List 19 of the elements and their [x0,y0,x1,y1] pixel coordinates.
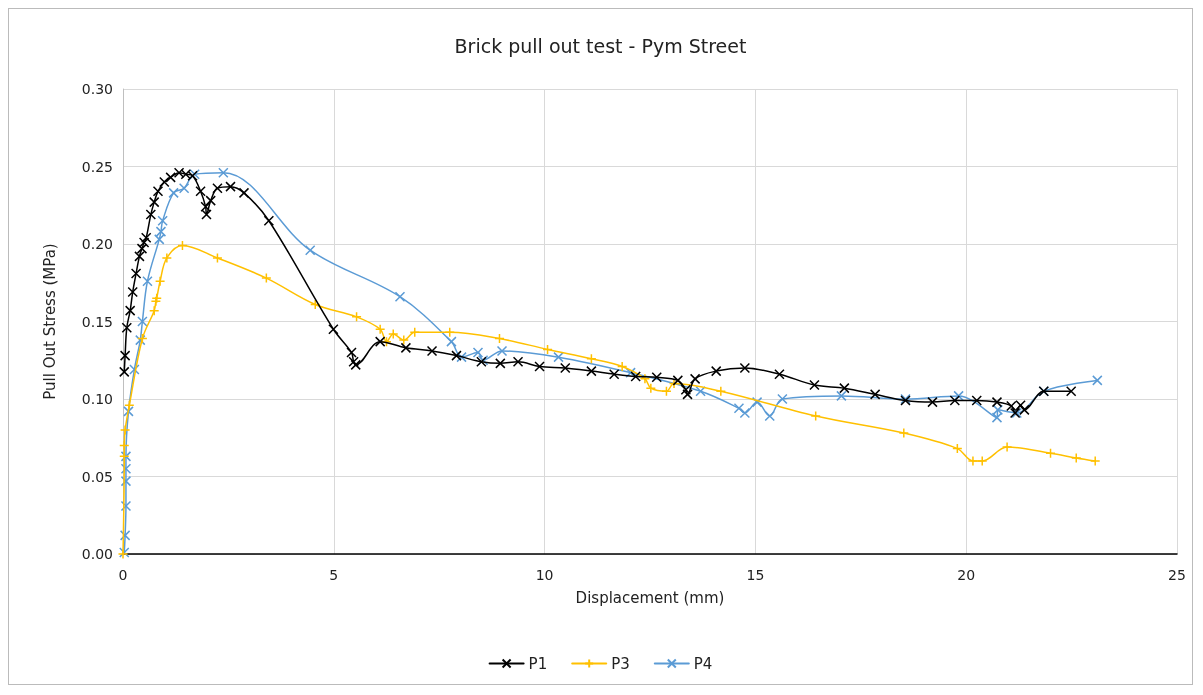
legend-label: P4 [693,654,713,673]
legend-label: P3 [611,654,630,673]
x-tick-label: 20 [957,567,976,583]
x-tick-label: 5 [329,567,339,583]
x-axis-title: Displacement (mm) [575,588,725,607]
y-tick-label: 0.30 [81,81,113,97]
y-tick-label: 0.20 [81,236,113,252]
y-tick-label: 0.05 [81,468,113,485]
x-tick-label: 10 [535,567,554,583]
x-tick-label: 0 [118,567,128,583]
legend-label: P1 [528,654,548,673]
y-tick-label: 0.25 [81,158,113,175]
y-tick-label: 0.10 [81,391,113,407]
y-tick-label: 0.15 [81,313,113,330]
x-tick-label: 15 [746,567,765,583]
x-tick-label: 25 [1168,567,1186,583]
y-tick-label: 0.00 [81,546,113,562]
chart-title: Brick pull out test - Pym Street [454,34,747,57]
y-axis-title: Pull Out Stress (MPa) [40,243,59,400]
